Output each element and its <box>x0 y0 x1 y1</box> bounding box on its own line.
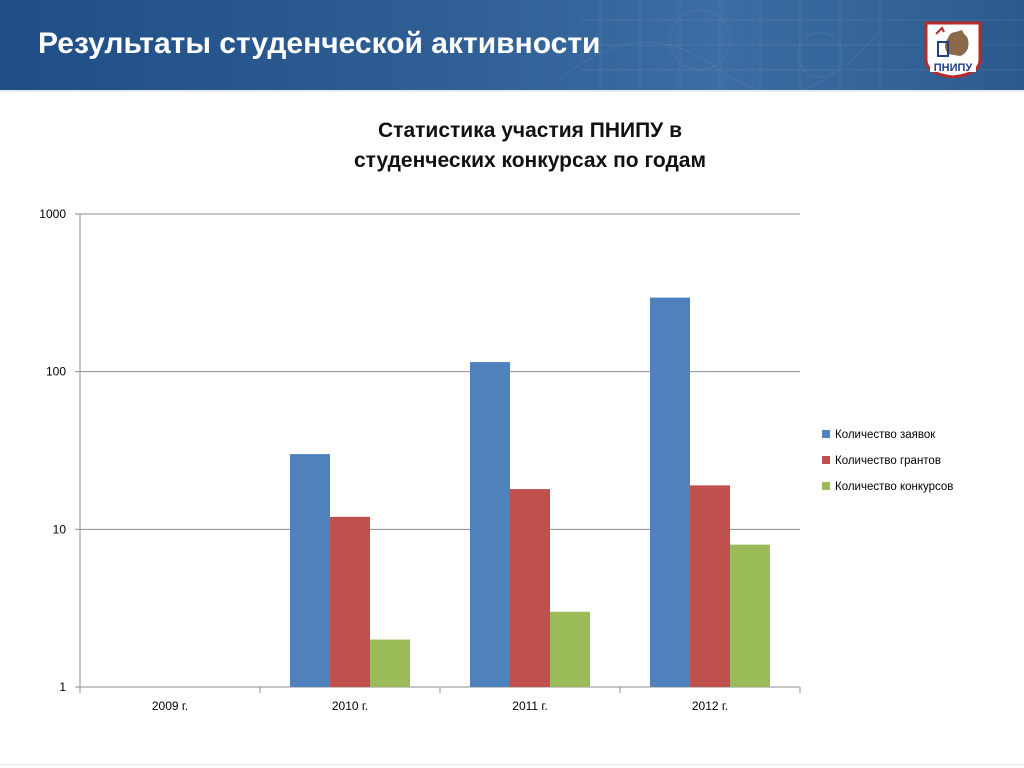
bar <box>510 489 550 687</box>
bar <box>370 639 410 687</box>
bar <box>470 362 510 687</box>
bar <box>550 611 590 687</box>
slide-header: Результаты студенческой активности ПНИПУ <box>0 0 1024 90</box>
y-tick-label: 1000 <box>39 207 66 221</box>
chart-title: Статистика участия ПНИПУ в студенческих … <box>280 116 780 176</box>
y-tick-label: 10 <box>53 522 67 536</box>
logo-text: ПНИПУ <box>934 62 973 74</box>
legend-entry: Количество конкурсов <box>835 481 953 493</box>
x-tick-label: 2010 г. <box>332 699 368 713</box>
y-tick-label: 100 <box>46 365 66 379</box>
legend-swatch <box>822 430 830 438</box>
bar <box>690 485 730 687</box>
bar <box>650 297 690 687</box>
chart-title-line-1: Статистика участия ПНИПУ в <box>378 119 682 142</box>
bar <box>290 454 330 687</box>
slide-footer-line <box>0 764 1024 765</box>
pnipu-logo-icon: ПНИПУ <box>924 21 982 78</box>
legend-swatch <box>822 482 830 490</box>
header-divider <box>0 90 1024 92</box>
x-tick-label: 2009 г. <box>152 699 188 713</box>
legend-entry: Количество грантов <box>835 455 941 467</box>
bar <box>730 544 770 687</box>
legend-entry: Количество заявок <box>835 429 936 441</box>
x-tick-label: 2011 г. <box>512 699 547 713</box>
chart-title-line-2: студенческих конкурсах по годам <box>353 149 707 172</box>
x-tick-label: 2012 г. <box>692 699 728 713</box>
slide-title: Результаты студенческой активности <box>38 27 601 60</box>
legend-swatch <box>822 456 830 464</box>
y-tick-label: 1 <box>59 680 66 694</box>
bar <box>330 516 370 687</box>
